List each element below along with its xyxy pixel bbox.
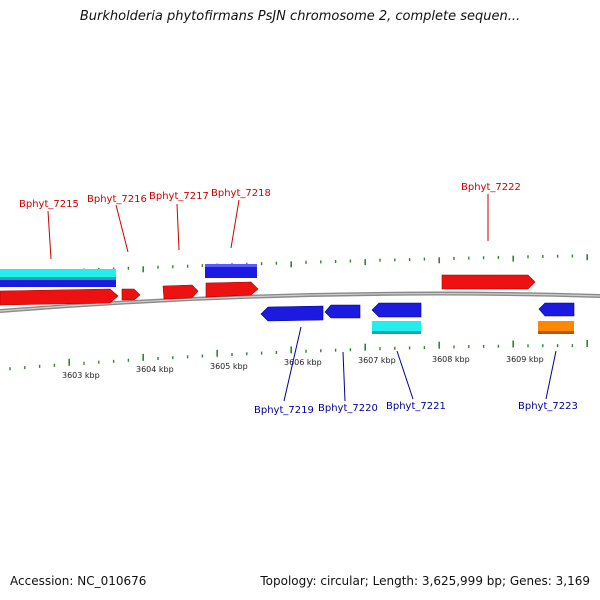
orange-feature-7223-shade bbox=[538, 331, 574, 334]
scale-label-3607: 3607 kbp bbox=[358, 356, 396, 365]
leader-bphyt-7221 bbox=[396, 350, 414, 400]
gene-bphyt-7218[interactable] bbox=[205, 281, 259, 298]
scale-label-3604: 3604 kbp bbox=[136, 365, 174, 374]
backbone bbox=[0, 291, 600, 313]
reverse-leaders bbox=[283, 326, 557, 402]
cyan-feature-left[interactable] bbox=[0, 269, 116, 277]
genome-summary-text: Topology: circular; Length: 3,625,999 bp… bbox=[260, 574, 590, 588]
cyan-feature-left-shade bbox=[0, 277, 116, 280]
scale-label-3608: 3608 kbp bbox=[432, 355, 470, 364]
label-bphyt-7219[interactable]: Bphyt_7219 bbox=[254, 405, 314, 416]
gene-bphyt-7221[interactable] bbox=[371, 302, 422, 318]
gene-bphyt-7223[interactable] bbox=[538, 302, 575, 317]
gene-bphyt-7220[interactable] bbox=[324, 304, 361, 319]
backbone-highlight bbox=[0, 292, 600, 312]
gene-bphyt-7219[interactable] bbox=[260, 305, 324, 322]
label-bphyt-7218[interactable]: Bphyt_7218 bbox=[211, 188, 271, 199]
leader-bphyt-7220 bbox=[342, 351, 346, 402]
scale-label-3603: 3603 kbp bbox=[62, 371, 100, 380]
lower-tick-ring bbox=[9, 340, 589, 371]
label-bphyt-7217[interactable]: Bphyt_7217 bbox=[149, 191, 209, 202]
scale-label-3605: 3605 kbp bbox=[210, 362, 248, 371]
cyan-feature-7221-shade bbox=[372, 331, 421, 334]
map-title: Burkholderia phytofirmans PsJN chromosom… bbox=[79, 9, 521, 24]
scale-labels: 3603 kbp 3604 kbp 3605 kbp 3606 kbp 3607… bbox=[62, 355, 544, 380]
label-bphyt-7221[interactable]: Bphyt_7221 bbox=[386, 401, 446, 412]
forward-leaders bbox=[47, 194, 489, 260]
reverse-features bbox=[260, 302, 575, 334]
leader-bphyt-7219 bbox=[283, 326, 302, 402]
label-bphyt-7216[interactable]: Bphyt_7216 bbox=[87, 194, 147, 205]
label-bphyt-7223[interactable]: Bphyt_7223 bbox=[518, 401, 578, 412]
label-bphyt-7222[interactable]: Bphyt_7222 bbox=[461, 182, 521, 193]
label-bphyt-7215[interactable]: Bphyt_7215 bbox=[19, 199, 79, 210]
leader-bphyt-7223 bbox=[545, 350, 557, 400]
leader-bphyt-7215 bbox=[47, 210, 52, 260]
scale-label-3606: 3606 kbp bbox=[284, 358, 322, 367]
forward-labels: Bphyt_7215 Bphyt_7216 Bphyt_7217 Bphyt_7… bbox=[19, 182, 521, 210]
blue-feature-left[interactable] bbox=[0, 280, 116, 287]
cyan-feature-7221[interactable] bbox=[372, 321, 421, 333]
accession-text: Accession: NC_010676 bbox=[10, 574, 147, 588]
gene-bphyt-7216[interactable] bbox=[121, 288, 141, 301]
reverse-labels: Bphyt_7219 Bphyt_7220 Bphyt_7221 Bphyt_7… bbox=[254, 401, 578, 416]
leader-bphyt-7218 bbox=[230, 199, 240, 249]
leader-bphyt-7217 bbox=[176, 203, 180, 251]
gene-bphyt-7215[interactable] bbox=[0, 288, 119, 306]
forward-features bbox=[0, 264, 536, 306]
label-bphyt-7220[interactable]: Bphyt_7220 bbox=[318, 403, 378, 414]
orange-feature-7223[interactable] bbox=[538, 321, 574, 332]
scale-label-3609: 3609 kbp bbox=[506, 355, 544, 364]
leader-bphyt-7216 bbox=[115, 204, 129, 253]
blue-feature-7218[interactable] bbox=[205, 264, 257, 278]
gene-bphyt-7222[interactable] bbox=[441, 274, 536, 290]
blue-feature-7218-shine bbox=[205, 264, 257, 267]
gene-bphyt-7217[interactable] bbox=[162, 284, 199, 300]
